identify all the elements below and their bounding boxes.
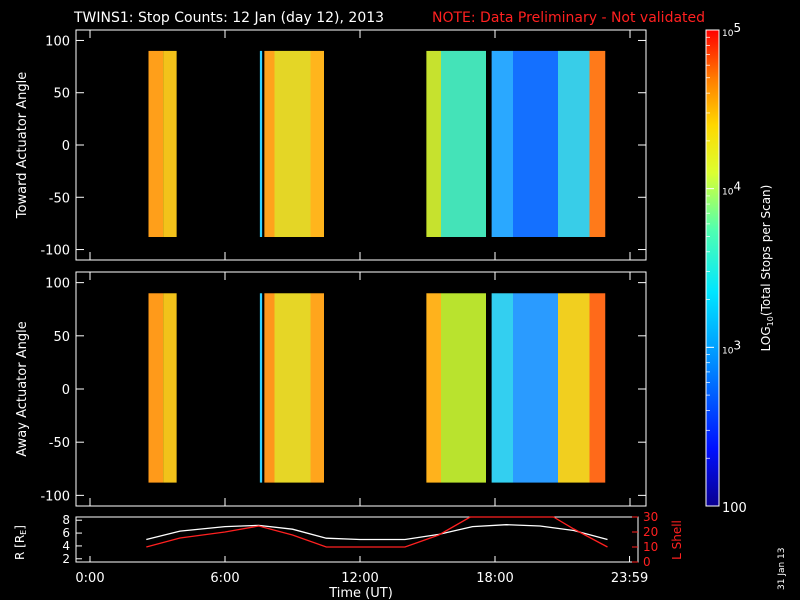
heatmap-segment xyxy=(259,50,263,238)
toward-panel: 100 50 0 -50 -100 Toward Actuator Angle xyxy=(15,29,647,261)
orbit-ylabel-left: R [RE] xyxy=(13,525,28,560)
y-tick-label: 100 xyxy=(45,34,70,49)
time-xlabel: Time (UT) xyxy=(328,586,393,600)
orbit-y-tick-label-left: 6 xyxy=(62,526,70,540)
colorbar-tick-base: 10 xyxy=(722,188,734,198)
heatmap-segment xyxy=(310,50,324,238)
orbit-ylabel-left-main: R [R xyxy=(13,535,27,560)
heatmap-segment xyxy=(148,293,164,483)
heatmap-segment xyxy=(274,50,311,238)
colorbar-tick-label: 104 xyxy=(722,180,741,198)
colorbar-tick-label: 105 xyxy=(722,21,741,39)
heatmap-segment xyxy=(264,293,275,483)
heatmap-segment xyxy=(274,293,311,483)
heatmap-segment xyxy=(163,293,177,483)
away-panel: 100 50 0 -50 -100 Away Actuator Angle xyxy=(15,271,647,507)
heatmap-segment xyxy=(148,50,164,238)
toward-heatmap-cells xyxy=(148,50,606,238)
heatmap-segment xyxy=(589,50,606,238)
heatmap-segment xyxy=(513,50,558,238)
radius-line xyxy=(146,524,608,541)
heatmap-segment xyxy=(163,50,177,238)
y-tick-label: 0 xyxy=(62,139,70,154)
heatmap-segment xyxy=(441,50,486,238)
y-tick-label: -100 xyxy=(40,489,70,504)
heatmap-segment xyxy=(558,293,590,483)
heatmap-segment xyxy=(491,50,513,238)
orbit-y-tick-label-right: 0 xyxy=(643,555,651,569)
footer-date: 31 Jan 13 xyxy=(777,548,787,591)
orbit-y-tick-label-left: 4 xyxy=(62,539,70,553)
y-tick-label: 50 xyxy=(53,87,70,102)
x-tick-label: 0:00 xyxy=(75,571,104,586)
x-tick-label: 18:00 xyxy=(476,571,513,586)
chart-title: TWINS1: Stop Counts: 12 Jan (day 12), 20… xyxy=(73,10,384,26)
away-heatmap-cells xyxy=(148,293,606,483)
away-ticks: 100 50 0 -50 -100 xyxy=(40,272,646,506)
chart-note: NOTE: Data Preliminary - Not validated xyxy=(432,10,705,26)
orbit-ylabel-left-end: ] xyxy=(13,525,27,530)
orbit-y-tick-label-right: 20 xyxy=(643,525,658,539)
colorbar-tick-label: 100 xyxy=(722,501,747,516)
heatmap-segment xyxy=(310,293,324,483)
colorbar-label-end: (Total Stops per Scan) xyxy=(759,185,773,316)
orbit-y-tick-label-left: 2 xyxy=(62,552,70,566)
colorbar-gradient xyxy=(705,29,720,507)
colorbar-tick-label: 103 xyxy=(722,338,741,356)
y-tick-label: 0 xyxy=(62,383,70,398)
l-shell-line xyxy=(146,516,608,548)
orbit-ylabel-right: L Shell xyxy=(670,520,684,560)
y-tick-label: -100 xyxy=(40,244,70,259)
colorbar-label-sub: 10 xyxy=(766,316,775,326)
orbit-y-tick-label-left: 8 xyxy=(62,513,70,527)
orbit-lines xyxy=(146,516,608,548)
orbit-frame xyxy=(75,516,639,563)
colorbar-label-main: LOG xyxy=(759,326,773,351)
heatmap-segment xyxy=(513,293,558,483)
colorbar-tick-exp: 4 xyxy=(733,180,741,194)
away-ylabel: Away Actuator Angle xyxy=(15,321,30,456)
x-tick-label: 6:00 xyxy=(210,571,239,586)
heatmap-segment xyxy=(426,293,441,483)
heatmap-segment xyxy=(491,293,513,483)
heatmap-segment xyxy=(441,293,486,483)
colorbar-tick-base: 10 xyxy=(722,346,734,356)
colorbar-tick-base: 10 xyxy=(722,29,734,39)
colorbar-tick-exp: 5 xyxy=(733,21,741,35)
colorbar-label: LOG10(Total Stops per Scan) xyxy=(759,185,775,352)
x-tick-label: 23:59 xyxy=(611,571,648,586)
orbit-y-tick-label-right: 30 xyxy=(643,510,658,524)
heatmap-segment xyxy=(589,293,606,483)
heatmap-segment xyxy=(558,50,590,238)
heatmap-segment xyxy=(259,293,263,483)
colorbar-tick-base: 100 xyxy=(722,501,747,516)
heatmap-segment xyxy=(426,50,441,238)
y-tick-label: 100 xyxy=(45,277,70,292)
y-tick-label: 50 xyxy=(53,330,70,345)
y-tick-label: -50 xyxy=(49,191,70,206)
colorbar-tick-exp: 3 xyxy=(733,338,741,352)
toward-ticks: 100 50 0 -50 -100 xyxy=(40,30,646,260)
y-tick-label: -50 xyxy=(49,436,70,451)
orbit-ylabel-left-sub: E xyxy=(19,530,28,535)
heatmap-segment xyxy=(264,50,275,238)
toward-ylabel: Toward Actuator Angle xyxy=(15,72,30,219)
orbit-y-tick-label-right: 10 xyxy=(643,540,658,554)
x-tick-label: 12:00 xyxy=(341,571,378,586)
